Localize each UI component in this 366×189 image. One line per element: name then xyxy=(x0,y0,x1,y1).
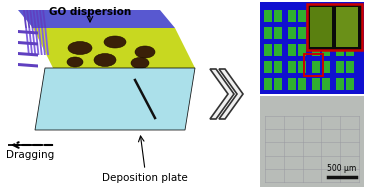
Bar xyxy=(298,78,306,90)
Bar xyxy=(298,61,306,73)
Bar xyxy=(312,44,320,56)
Bar xyxy=(346,61,354,73)
Text: 500 μm: 500 μm xyxy=(327,164,356,173)
Bar xyxy=(298,27,306,39)
Bar xyxy=(304,54,323,76)
Polygon shape xyxy=(18,63,38,67)
Bar xyxy=(346,78,354,90)
Bar xyxy=(336,10,344,22)
Bar xyxy=(274,61,282,73)
Bar xyxy=(264,44,272,56)
Ellipse shape xyxy=(94,53,116,67)
Text: GO dispersion: GO dispersion xyxy=(49,7,131,17)
Polygon shape xyxy=(18,10,175,28)
Bar xyxy=(264,27,272,39)
Bar xyxy=(274,78,282,90)
Polygon shape xyxy=(38,28,42,55)
Bar xyxy=(312,27,320,39)
Bar xyxy=(274,44,282,56)
Bar xyxy=(322,61,330,73)
Polygon shape xyxy=(18,41,38,46)
Polygon shape xyxy=(29,10,33,28)
Bar xyxy=(336,61,344,73)
Polygon shape xyxy=(18,30,38,35)
Polygon shape xyxy=(33,28,195,68)
Bar xyxy=(288,61,296,73)
Bar xyxy=(322,78,330,90)
Text: Dragging: Dragging xyxy=(6,150,54,160)
Bar xyxy=(307,4,362,50)
Bar xyxy=(298,44,306,56)
Polygon shape xyxy=(39,10,43,28)
Polygon shape xyxy=(23,10,27,28)
Bar xyxy=(298,10,306,22)
Bar xyxy=(312,78,320,90)
Bar xyxy=(322,27,330,39)
Polygon shape xyxy=(18,52,38,57)
Ellipse shape xyxy=(131,57,149,68)
Ellipse shape xyxy=(104,36,126,48)
Bar xyxy=(264,78,272,90)
Polygon shape xyxy=(31,28,36,55)
Bar xyxy=(346,44,354,56)
Bar xyxy=(310,7,332,47)
Polygon shape xyxy=(26,10,30,28)
Bar xyxy=(264,61,272,73)
Polygon shape xyxy=(44,28,49,55)
Polygon shape xyxy=(25,28,30,55)
Polygon shape xyxy=(35,28,40,55)
Bar xyxy=(312,61,320,73)
Bar xyxy=(288,78,296,90)
Bar xyxy=(346,27,354,39)
Bar xyxy=(260,96,364,187)
Bar xyxy=(346,10,354,22)
Ellipse shape xyxy=(135,46,155,58)
Polygon shape xyxy=(210,69,234,119)
Polygon shape xyxy=(33,10,37,28)
Bar xyxy=(322,10,330,22)
Text: Deposition plate: Deposition plate xyxy=(102,173,188,183)
Bar xyxy=(322,44,330,56)
Ellipse shape xyxy=(68,42,92,54)
Bar xyxy=(288,27,296,39)
Bar xyxy=(312,10,320,22)
Bar xyxy=(274,10,282,22)
Polygon shape xyxy=(219,69,243,119)
Bar xyxy=(274,27,282,39)
Polygon shape xyxy=(42,10,46,28)
Polygon shape xyxy=(41,28,46,55)
Bar xyxy=(288,10,296,22)
Bar xyxy=(264,10,272,22)
Bar xyxy=(336,7,358,47)
Polygon shape xyxy=(29,28,33,55)
Bar xyxy=(336,44,344,56)
Bar xyxy=(260,2,364,94)
Polygon shape xyxy=(35,68,195,130)
Bar xyxy=(336,27,344,39)
Bar xyxy=(288,44,296,56)
Polygon shape xyxy=(36,10,40,28)
Bar xyxy=(336,78,344,90)
Ellipse shape xyxy=(67,57,83,67)
